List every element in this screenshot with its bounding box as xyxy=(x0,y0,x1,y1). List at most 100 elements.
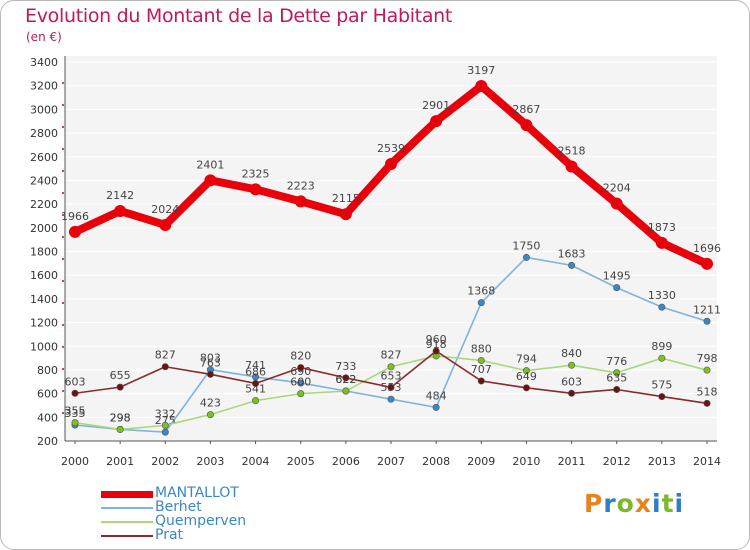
data-point xyxy=(204,174,217,187)
data-label: 541 xyxy=(245,383,266,396)
data-point xyxy=(703,399,711,407)
data-label: 1683 xyxy=(558,247,586,260)
data-point xyxy=(522,253,530,261)
data-label: 2539 xyxy=(377,142,405,155)
x-tick-label: 2003 xyxy=(196,455,224,468)
data-point xyxy=(568,389,576,397)
data-label: 1696 xyxy=(693,242,721,255)
data-label: 298 xyxy=(110,411,131,424)
data-point xyxy=(161,363,169,371)
data-point xyxy=(297,390,305,398)
logo-letter: t xyxy=(661,489,675,518)
y-tick-label: 2600 xyxy=(30,151,58,164)
data-label: 820 xyxy=(290,350,311,363)
data-point xyxy=(658,303,666,311)
y-tick-label: 2200 xyxy=(30,198,58,211)
data-point xyxy=(339,208,352,221)
data-label: 733 xyxy=(335,360,356,373)
data-label: 803 xyxy=(200,352,221,365)
data-label: 298 xyxy=(110,411,131,424)
data-point xyxy=(387,383,395,391)
x-tick-label: 2009 xyxy=(467,455,495,468)
data-point xyxy=(249,183,262,196)
data-label: 355 xyxy=(65,405,86,418)
logo-letter: i xyxy=(674,489,685,518)
data-point xyxy=(522,384,530,392)
data-point xyxy=(116,383,124,391)
data-label: 1873 xyxy=(648,221,676,234)
x-tick-label: 2001 xyxy=(106,455,134,468)
data-label: 653 xyxy=(381,369,402,382)
data-label: 600 xyxy=(290,376,311,389)
data-point xyxy=(71,389,79,397)
legend-swatch xyxy=(101,521,153,523)
legend-label: Berhet xyxy=(155,499,202,515)
chart-title: Evolution du Montant de la Dette par Hab… xyxy=(25,5,453,27)
data-label: 1330 xyxy=(648,289,676,302)
plot-background xyxy=(65,56,717,441)
data-label: 635 xyxy=(606,371,627,384)
data-point xyxy=(703,366,711,374)
data-label: 880 xyxy=(471,342,492,355)
data-label: 827 xyxy=(381,349,402,362)
data-point xyxy=(252,379,260,387)
data-label: 335 xyxy=(65,407,86,420)
data-label: 3197 xyxy=(467,64,495,77)
data-label: 1368 xyxy=(467,285,495,298)
data-label: 1495 xyxy=(603,270,631,283)
data-label: 2518 xyxy=(558,144,586,157)
data-label: 2901 xyxy=(422,99,450,112)
data-label: 827 xyxy=(155,349,176,362)
data-label: 2325 xyxy=(242,167,270,180)
y-tick-label: 2800 xyxy=(30,127,58,140)
data-point xyxy=(161,428,169,436)
data-point xyxy=(522,367,530,375)
data-point xyxy=(430,115,443,128)
data-point xyxy=(294,195,307,208)
y-tick-label: 1000 xyxy=(30,340,58,353)
x-tick-label: 2000 xyxy=(61,455,89,468)
data-label: 655 xyxy=(110,369,131,382)
data-label: 707 xyxy=(471,363,492,376)
y-tick-label: 400 xyxy=(37,411,58,424)
y-tick-label: 200 xyxy=(37,435,58,448)
data-label: 763 xyxy=(200,356,221,369)
data-point xyxy=(206,411,214,419)
data-point xyxy=(206,370,214,378)
data-point xyxy=(701,257,713,270)
x-tick-label: 2008 xyxy=(422,455,450,468)
data-label: 1211 xyxy=(693,303,721,316)
data-point xyxy=(475,80,488,93)
x-tick-label: 2005 xyxy=(287,455,315,468)
data-label: 2142 xyxy=(106,189,134,202)
logo-letter: P xyxy=(584,489,604,518)
y-tick-label: 3000 xyxy=(30,103,58,116)
data-label: 423 xyxy=(200,397,221,410)
data-label: 2223 xyxy=(287,179,315,192)
data-point xyxy=(568,361,576,369)
x-tick-label: 2014 xyxy=(693,455,721,468)
data-point xyxy=(610,197,623,210)
data-point xyxy=(432,403,440,411)
data-point xyxy=(658,354,666,362)
data-label: 2867 xyxy=(512,103,540,116)
data-point xyxy=(71,419,79,427)
data-label: 575 xyxy=(651,379,672,392)
chart-subtitle: (en €) xyxy=(26,30,62,44)
data-point xyxy=(477,356,485,364)
data-point xyxy=(477,377,485,385)
legend-swatch xyxy=(101,491,153,498)
data-point xyxy=(520,119,533,132)
logo-letter: r xyxy=(603,489,617,518)
y-tick-label: 2000 xyxy=(30,222,58,235)
legend-label: Quemperven xyxy=(155,513,247,529)
data-point xyxy=(252,397,260,405)
data-label: 776 xyxy=(606,355,627,368)
data-label: 960 xyxy=(426,333,447,346)
legend-swatch xyxy=(101,507,153,509)
proxiti-logo: Proxiti xyxy=(584,489,684,518)
logo-letter: i xyxy=(652,489,662,518)
data-label: 686 xyxy=(245,365,266,378)
